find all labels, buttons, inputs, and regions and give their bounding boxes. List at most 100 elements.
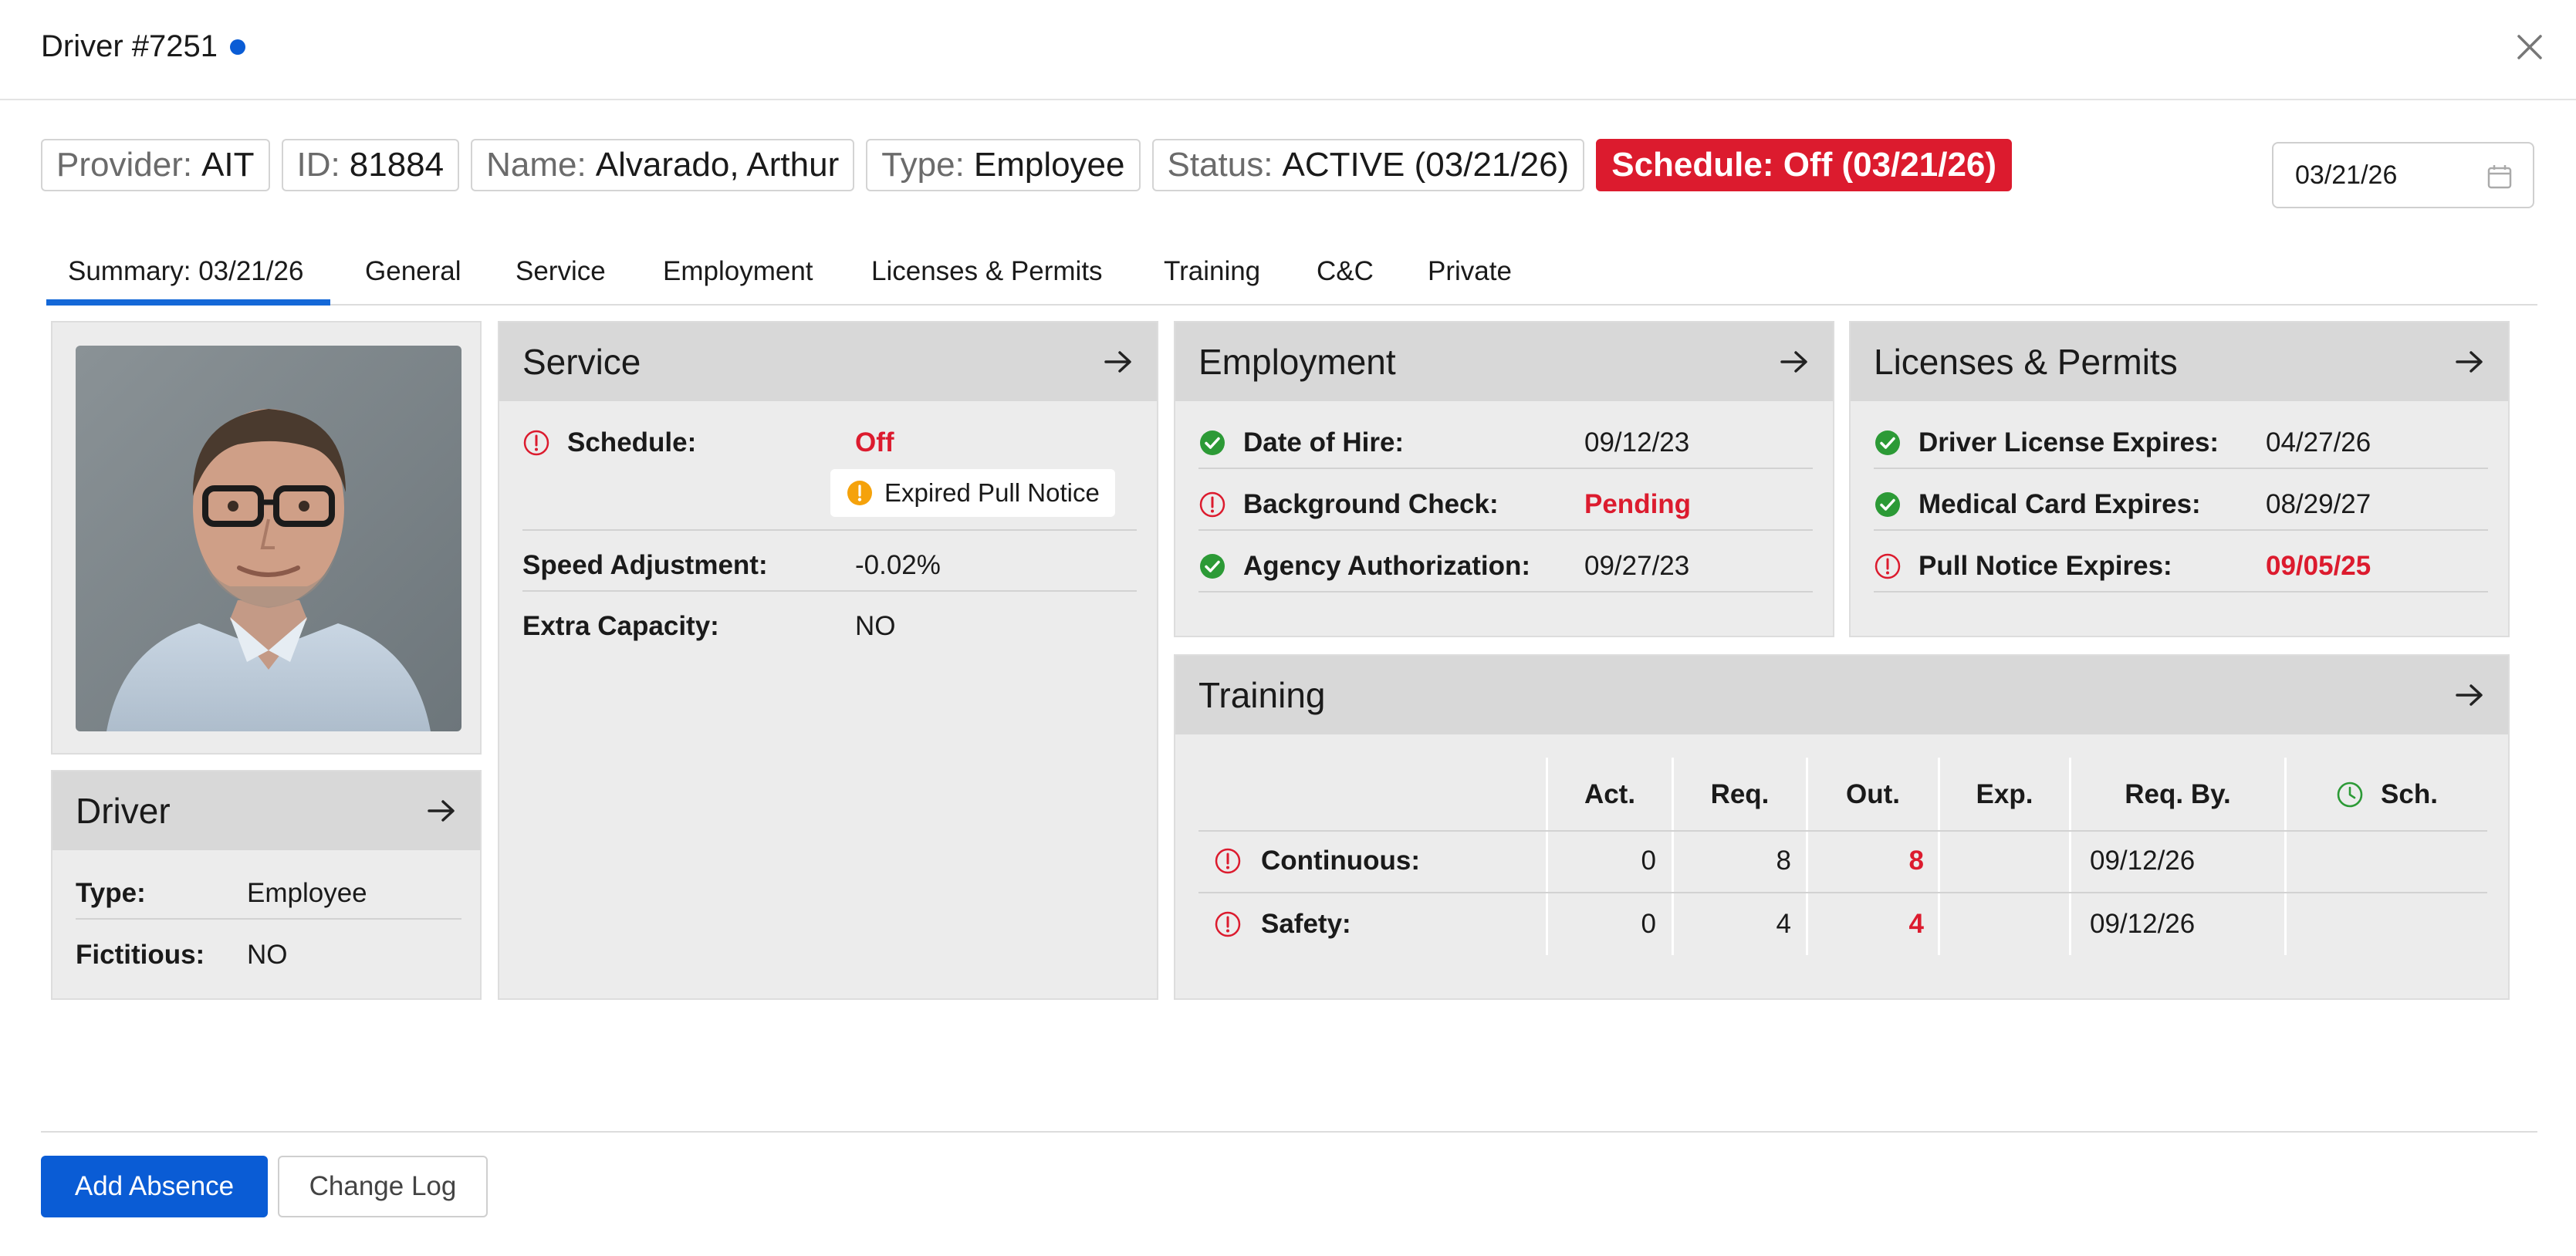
tab-private[interactable]: Private bbox=[1428, 256, 1512, 286]
arrow-right-icon[interactable] bbox=[1777, 345, 1811, 379]
tab-cc[interactable]: C&C bbox=[1317, 256, 1374, 286]
employment-panel: Employment Date of Hire: 09/12/23 Backgr… bbox=[1174, 321, 1834, 637]
training-safety-out: 4 bbox=[1908, 909, 1924, 939]
row-divider bbox=[522, 529, 1137, 531]
row-divider bbox=[1874, 529, 2488, 531]
driver-photo bbox=[76, 346, 461, 731]
arrow-right-icon[interactable] bbox=[424, 794, 458, 828]
service-schedule-value: Off bbox=[855, 427, 894, 457]
id-value: 81884 bbox=[349, 146, 445, 184]
medical-card-label: Medical Card Expires: bbox=[1918, 489, 2201, 519]
close-icon bbox=[2517, 35, 2542, 59]
agency-authorization-label: Agency Authorization: bbox=[1243, 551, 1531, 581]
training-safety-act: 0 bbox=[1641, 909, 1656, 939]
status-value: ACTIVE (03/21/26) bbox=[1282, 146, 1570, 184]
expired-pull-notice-badge: Expired Pull Notice bbox=[830, 469, 1115, 517]
row-divider bbox=[522, 590, 1137, 592]
training-panel: Training Act. Req. Out. Exp. Req. By. Sc… bbox=[1174, 654, 2510, 1000]
tab-general[interactable]: General bbox=[365, 256, 461, 286]
calendar-icon[interactable] bbox=[2486, 164, 2513, 190]
error-circle-icon bbox=[1875, 553, 1901, 579]
column-separator bbox=[1938, 758, 1940, 955]
tab-training[interactable]: Training bbox=[1164, 256, 1261, 286]
driver-type-value: Employee bbox=[247, 878, 367, 908]
training-safety-req-by: 09/12/26 bbox=[2090, 909, 2196, 939]
speed-adjustment-row: Speed Adjustment: -0.02% bbox=[522, 535, 1137, 596]
name-label: Name: bbox=[486, 146, 587, 184]
training-continuous-req-by: 09/12/26 bbox=[2090, 846, 2196, 876]
tab-employment[interactable]: Employment bbox=[663, 256, 813, 286]
name-value: Alvarado, Arthur bbox=[595, 146, 840, 184]
service-schedule-label: Schedule: bbox=[567, 427, 697, 457]
col-header-req: Req. bbox=[1710, 779, 1770, 809]
pull-notice-value: 09/05/25 bbox=[2266, 551, 2371, 581]
name-chip: Name: Alvarado, Arthur bbox=[471, 139, 855, 191]
service-panel-header: Service bbox=[499, 322, 1157, 401]
status-dot-icon bbox=[230, 39, 246, 55]
licenses-panel-header: Licenses & Permits bbox=[1851, 322, 2508, 401]
warning-circle-icon bbox=[847, 481, 872, 505]
medical-card-value: 08/29/27 bbox=[2266, 489, 2371, 519]
speed-adjustment-value: -0.02% bbox=[855, 550, 941, 580]
training-continuous-act: 0 bbox=[1641, 846, 1656, 876]
driver-license-label: Driver License Expires: bbox=[1918, 427, 2219, 457]
expired-pull-notice-text: Expired Pull Notice bbox=[884, 478, 1100, 507]
check-circle-icon bbox=[1875, 430, 1900, 455]
column-separator bbox=[2284, 758, 2287, 955]
medical-card-row: Medical Card Expires: 08/29/27 bbox=[1874, 474, 2488, 535]
driver-panel-header: Driver bbox=[52, 771, 480, 850]
arrow-right-icon[interactable] bbox=[2453, 345, 2486, 379]
id-label: ID: bbox=[296, 146, 340, 184]
driver-fictitious-row: Fictitious: NO bbox=[76, 924, 461, 986]
row-divider bbox=[76, 918, 461, 920]
training-panel-title: Training bbox=[1198, 675, 1326, 715]
tab-summary[interactable]: Summary: 03/21/26 bbox=[46, 247, 330, 306]
change-log-button[interactable]: Change Log bbox=[278, 1156, 488, 1217]
driver-type-row: Type: Employee bbox=[76, 863, 461, 924]
agency-authorization-row: Agency Authorization: 09/27/23 bbox=[1198, 535, 1813, 597]
pull-notice-label: Pull Notice Expires: bbox=[1918, 551, 2172, 581]
modal-title-text: Driver #7251 bbox=[41, 29, 218, 63]
tab-service[interactable]: Service bbox=[516, 256, 606, 286]
training-continuous-req: 8 bbox=[1776, 846, 1791, 876]
column-separator bbox=[1672, 758, 1674, 955]
col-header-req-by: Req. By. bbox=[2125, 779, 2231, 809]
provider-chip: Provider: AIT bbox=[41, 139, 270, 191]
training-continuous-out: 8 bbox=[1908, 846, 1924, 876]
add-absence-button[interactable]: Add Absence bbox=[41, 1156, 268, 1217]
driver-portrait-image bbox=[76, 346, 461, 731]
modal-title: Driver #7251 bbox=[41, 29, 246, 64]
driver-type-label: Type: bbox=[76, 878, 146, 908]
status-chip: Status: ACTIVE (03/21/26) bbox=[1151, 139, 1585, 191]
date-picker-value: 03/21/26 bbox=[2295, 160, 2398, 190]
check-circle-icon bbox=[1875, 492, 1900, 517]
row-divider bbox=[1198, 591, 1813, 593]
column-separator bbox=[1546, 758, 1548, 955]
close-button[interactable] bbox=[2510, 28, 2549, 66]
driver-fictitious-value: NO bbox=[247, 940, 288, 970]
schedule-chip: Schedule: Off (03/21/26) bbox=[1596, 139, 2013, 191]
service-schedule-row: Schedule: Off bbox=[522, 412, 1137, 474]
date-picker-input[interactable]: 03/21/26 bbox=[2272, 142, 2534, 208]
error-circle-icon bbox=[1199, 491, 1225, 518]
driver-photo-frame bbox=[51, 321, 482, 755]
tab-licenses-permits[interactable]: Licenses & Permits bbox=[871, 256, 1103, 286]
extra-capacity-label: Extra Capacity: bbox=[522, 611, 719, 641]
provider-value: AIT bbox=[201, 146, 255, 184]
background-check-row: Background Check: Pending bbox=[1198, 474, 1813, 535]
training-safety-req: 4 bbox=[1776, 909, 1791, 939]
date-of-hire-value: 09/12/23 bbox=[1584, 427, 1690, 457]
arrow-right-icon[interactable] bbox=[1101, 345, 1135, 379]
driver-license-row: Driver License Expires: 04/27/26 bbox=[1874, 412, 2488, 474]
column-separator bbox=[2069, 758, 2071, 955]
driver-panel-title: Driver bbox=[76, 791, 171, 831]
col-header-act: Act. bbox=[1584, 779, 1636, 809]
extra-capacity-row: Extra Capacity: NO bbox=[522, 596, 1137, 657]
agency-authorization-value: 09/27/23 bbox=[1584, 551, 1690, 581]
col-header-sch: Sch. bbox=[2287, 779, 2487, 810]
training-continuous-label: Continuous: bbox=[1261, 846, 1421, 876]
arrow-right-icon[interactable] bbox=[2453, 678, 2486, 712]
type-chip: Type: Employee bbox=[866, 139, 1141, 191]
training-panel-header: Training bbox=[1175, 656, 2508, 734]
